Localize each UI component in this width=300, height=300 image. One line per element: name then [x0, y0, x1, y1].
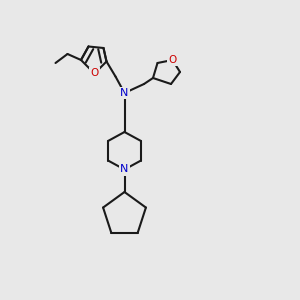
- Text: N: N: [120, 164, 129, 175]
- Text: O: O: [168, 55, 177, 65]
- Text: O: O: [90, 68, 99, 79]
- Text: N: N: [120, 88, 129, 98]
